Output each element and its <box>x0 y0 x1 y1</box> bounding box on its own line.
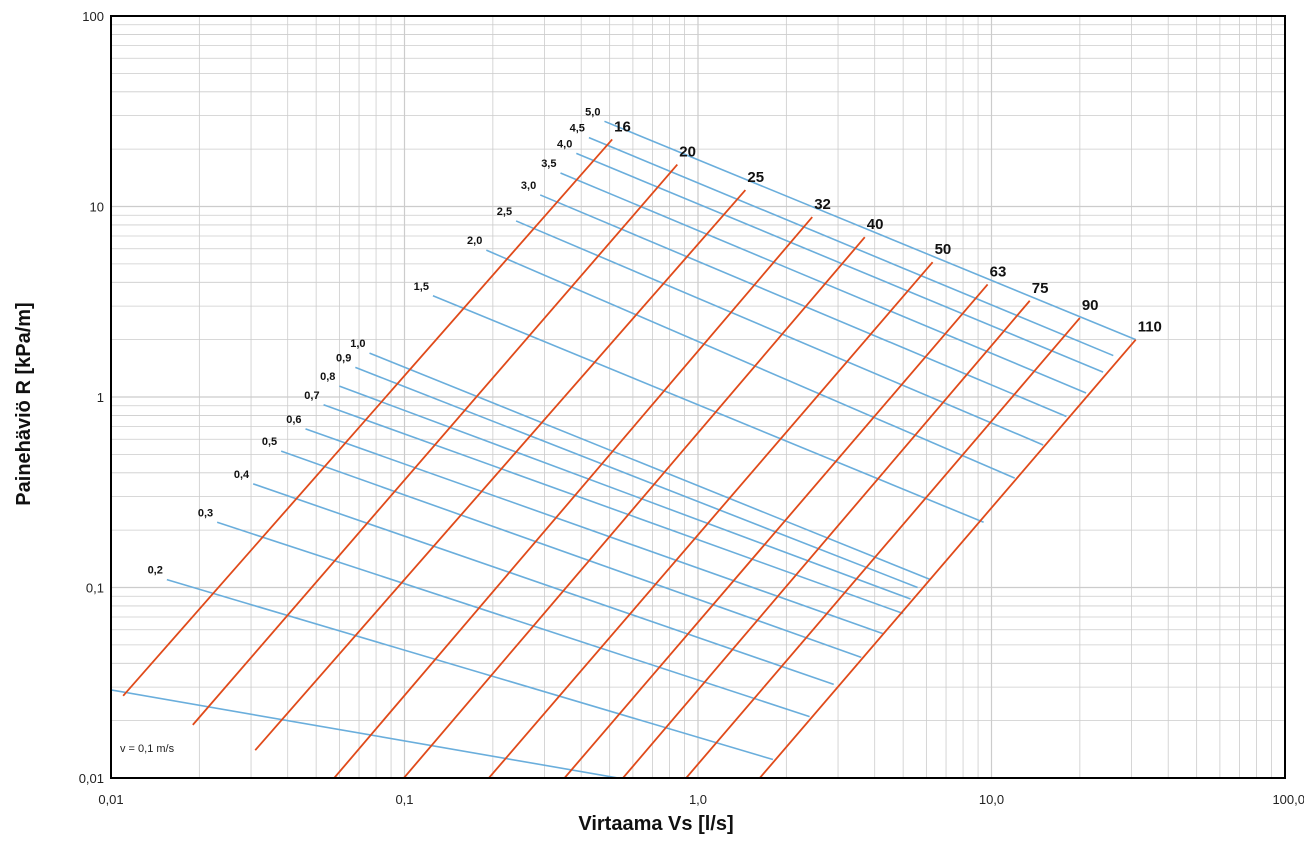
x-tick-label: 0,01 <box>98 792 123 807</box>
y-tick-label: 100 <box>82 9 104 24</box>
pipe-line <box>487 261 934 778</box>
velocity-label: 4,0 <box>557 138 572 150</box>
velocity-label: 0,5 <box>262 436 277 448</box>
y-tick-label: 1 <box>97 390 104 405</box>
y-tick-label: 0,01 <box>79 771 104 786</box>
x-axis-title: Virtaama Vs [l/s] <box>578 813 733 835</box>
velocity-line <box>111 689 623 778</box>
grid-layer <box>110 16 1285 779</box>
velocity-label: 4,5 <box>570 123 585 135</box>
y-axis-title: Painehäviö R [kPa/m] <box>13 302 35 505</box>
x-tick-label: 1,0 <box>689 792 707 807</box>
velocity-line <box>369 352 931 581</box>
velocity-lines <box>111 120 1137 778</box>
x-tick-label: 0,1 <box>395 792 413 807</box>
pipe-label: 40 <box>867 216 884 233</box>
velocity-label: 0,2 <box>148 565 163 577</box>
velocity-line <box>166 578 774 761</box>
velocity-note: v = 0,1 m/s <box>120 743 175 755</box>
pipe-line <box>332 216 813 778</box>
velocity-line <box>216 521 810 718</box>
velocity-line <box>305 428 885 635</box>
pipe-lines <box>122 138 1137 778</box>
pipe-label: 16 <box>614 118 631 135</box>
y-tick-label: 10 <box>90 200 104 215</box>
velocity-line <box>432 295 984 524</box>
velocity-label: 1,5 <box>414 281 429 293</box>
pipe-label: 20 <box>679 144 696 161</box>
velocity-line <box>355 366 918 589</box>
pipe-line <box>122 138 613 697</box>
velocity-line <box>339 385 911 600</box>
velocity-line <box>604 120 1137 341</box>
pipe-label: 32 <box>814 196 831 213</box>
line-labels: 0,2 0,3 0,4 0,5 0,60,70,80,9 1,0 1,5 2,0 2,5 3,0 3… <box>148 106 1162 576</box>
plot-frame <box>110 15 1286 779</box>
velocity-label: 1,0 <box>350 338 365 350</box>
velocity-label: 5,0 <box>585 106 600 118</box>
velocity-line <box>576 152 1104 373</box>
y-tick-label: 0,1 <box>86 581 104 596</box>
pipe-line <box>192 163 678 726</box>
velocity-line <box>252 483 834 686</box>
velocity-line <box>515 220 1044 446</box>
velocity-line <box>485 249 1016 479</box>
velocity-label: 0,3 <box>198 507 213 519</box>
pipe-line <box>254 189 747 751</box>
velocity-label: 3,0 <box>521 180 536 192</box>
velocity-label: 0,8 <box>320 371 335 383</box>
velocity-line <box>539 194 1067 418</box>
x-tick-label: 100,0 <box>1272 792 1304 807</box>
velocity-label: 3,5 <box>541 158 556 170</box>
pipe-line <box>758 339 1137 778</box>
pipe-label: 63 <box>990 263 1007 280</box>
pipe-line <box>563 283 989 778</box>
velocity-label: 0,9 <box>336 352 351 364</box>
pipe-label: 90 <box>1082 297 1099 314</box>
velocity-label: 0,7 <box>304 390 319 402</box>
x-tick-label: 10,0 <box>979 792 1004 807</box>
velocity-label: 2,0 <box>467 235 482 247</box>
pipe-line <box>402 236 866 778</box>
pipe-label: 110 <box>1138 319 1162 336</box>
velocity-label: 2,5 <box>497 206 512 218</box>
velocity-line <box>323 404 904 615</box>
velocity-label: 0,6 <box>286 414 301 426</box>
velocity-label: 0,4 <box>234 469 250 481</box>
velocity-line <box>588 136 1114 357</box>
pipe-line <box>621 300 1031 778</box>
velocity-line <box>280 450 862 659</box>
pipe-label: 50 <box>935 241 952 258</box>
pipe-label: 75 <box>1032 280 1049 297</box>
pipe-line <box>684 317 1081 778</box>
velocity-line <box>560 172 1087 394</box>
pipe-label: 25 <box>747 169 764 186</box>
